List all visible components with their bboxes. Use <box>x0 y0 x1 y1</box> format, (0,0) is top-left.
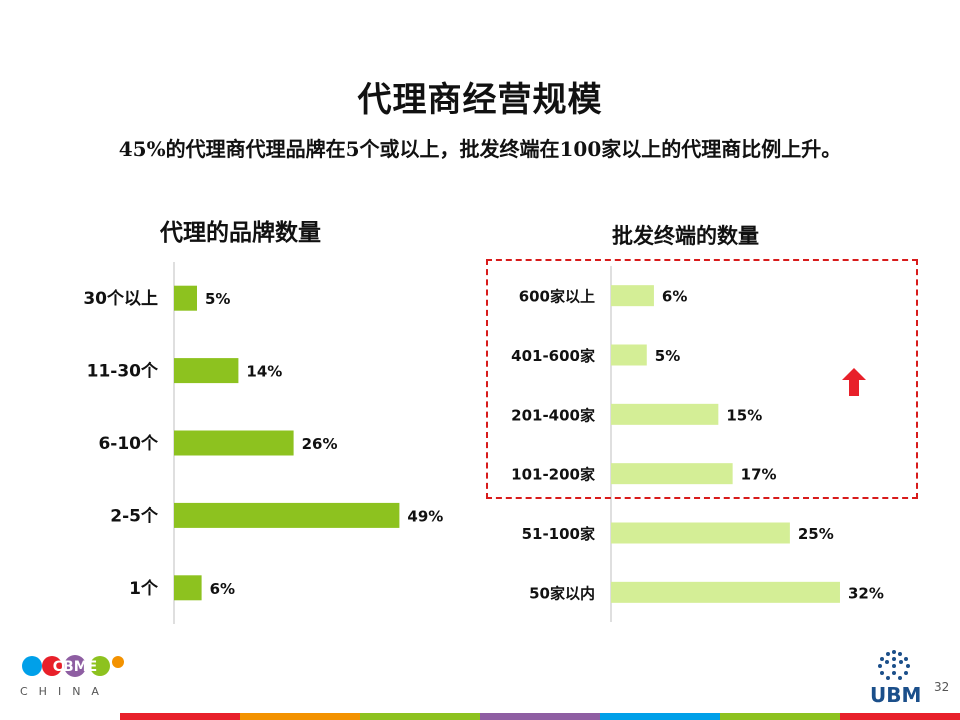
right-chart-category-label: 101-200家 <box>511 466 595 484</box>
page-subtitle: 45%的代理商代理品牌在5个或以上，批发终端在100家以上的代理商比例上升。 <box>0 133 960 162</box>
right-chart-value-label: 6% <box>662 288 687 306</box>
left-chart-category-label: 6-10个 <box>98 433 159 454</box>
left-chart-value-label: 26% <box>302 435 338 453</box>
footer-stripe <box>120 713 240 720</box>
footer-stripe <box>480 713 600 720</box>
right-chart-bar <box>611 463 733 485</box>
right-chart-bar <box>611 522 790 544</box>
logo-subtitle: CHINA <box>20 685 110 698</box>
page-number: 32 <box>934 680 950 694</box>
left-chart-value-label: 6% <box>210 580 235 598</box>
right-chart-bar <box>611 403 719 425</box>
left-chart-value-label: 14% <box>246 363 282 381</box>
logo-text: CBME <box>53 659 97 675</box>
left-chart-category-label: 30个以上 <box>83 288 158 309</box>
right-chart-value-label: 17% <box>741 466 777 484</box>
right-chart-category-label: 50家以内 <box>529 584 595 602</box>
ubm-globe-icon <box>878 650 910 680</box>
subtitle-number-1: 5 <box>345 137 360 161</box>
left-chart-category-label: 2-5个 <box>110 505 159 526</box>
footer-stripe <box>840 713 960 720</box>
footer-color-bar <box>120 713 960 720</box>
left-chart-bar <box>174 502 400 528</box>
ubm-brand-text: UBM <box>870 683 922 707</box>
subtitle-text-2: 个或以上，批发终端在 <box>359 137 560 161</box>
left-chart-value-label: 5% <box>205 290 230 308</box>
up-arrow-icon <box>842 368 866 396</box>
right-chart-value-label: 32% <box>848 584 884 602</box>
highlight-dashed-box <box>486 259 918 499</box>
left-chart-bar <box>174 430 294 456</box>
left-chart-value-label: 49% <box>407 507 443 525</box>
subtitle-percent: 45% <box>118 137 166 161</box>
right-chart-category-label: 600家以上 <box>519 288 595 306</box>
right-chart-category-label: 201-400家 <box>511 406 595 424</box>
right-chart-value-label: 15% <box>726 406 762 424</box>
right-chart-category-label: 51-100家 <box>522 525 595 543</box>
right-chart-value-label: 5% <box>655 347 680 365</box>
left-chart-bar <box>174 285 197 311</box>
footer-stripe <box>240 713 360 720</box>
right-chart-bar <box>611 344 647 366</box>
left-chart-bar <box>174 575 202 601</box>
page-title: 代理商经营规模 <box>357 80 603 120</box>
footer-stripe <box>360 713 480 720</box>
left-chart-bar <box>174 358 239 384</box>
footer-stripe <box>600 713 720 720</box>
right-chart-value-label: 25% <box>798 525 834 543</box>
subtitle-text-3: 家以上的代理商比例上升。 <box>601 137 842 161</box>
left-chart-category-label: 1个 <box>129 578 159 599</box>
left-chart-category-label: 11-30个 <box>87 361 159 382</box>
right-chart-bar <box>611 581 840 603</box>
left-chart-title: 代理的品牌数量 <box>160 220 321 246</box>
footer-stripe <box>720 713 840 720</box>
right-chart-title: 批发终端的数量 <box>612 224 759 248</box>
subtitle-text-1: 的代理商代理品牌在 <box>165 137 346 161</box>
cbme-logo: CBME <box>22 655 124 677</box>
right-chart-category-label: 401-600家 <box>511 347 595 365</box>
right-chart-bar <box>611 285 654 307</box>
subtitle-number-2: 100 <box>559 137 602 161</box>
